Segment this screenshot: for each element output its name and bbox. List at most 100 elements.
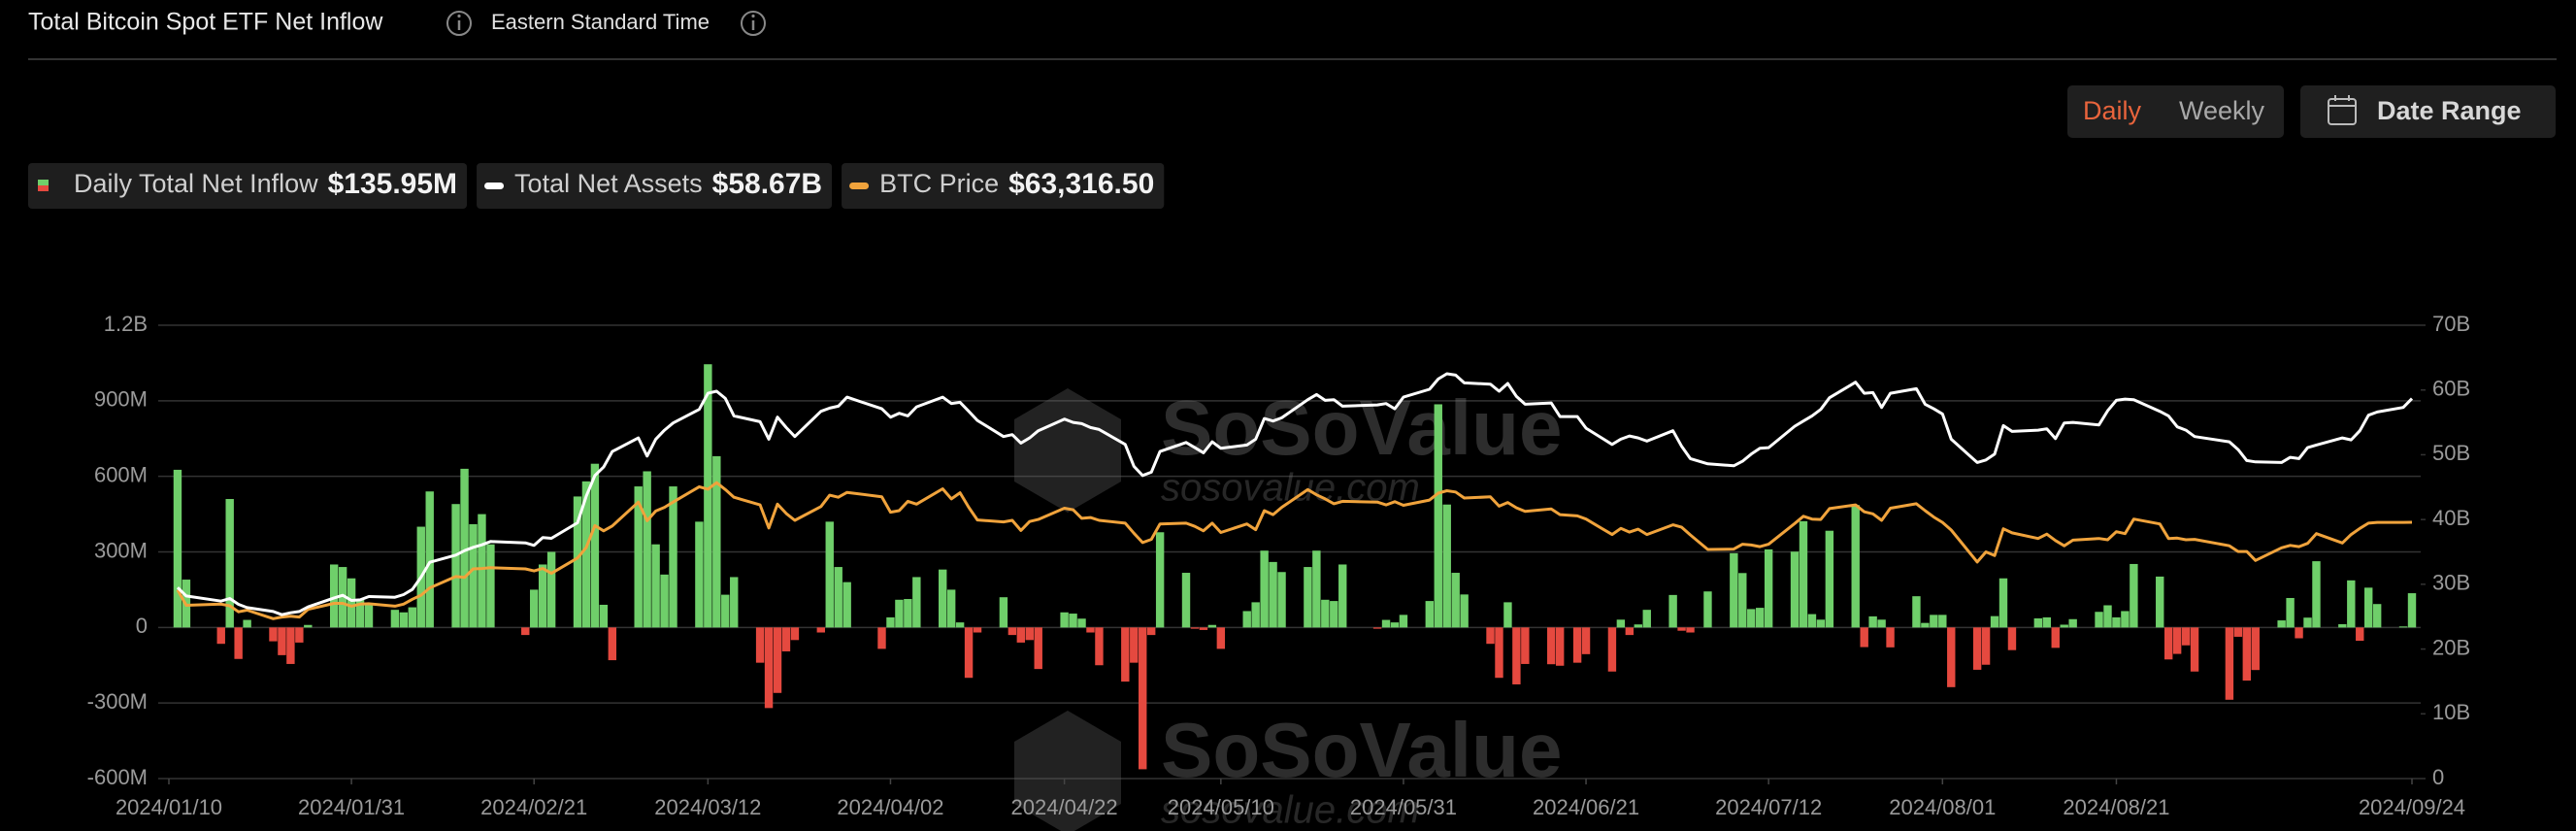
info-icon[interactable] (446, 11, 472, 36)
bar (1807, 614, 1817, 628)
x-tick-label: 2024/08/21 (2063, 795, 2169, 819)
bar (1738, 573, 1747, 628)
period-button[interactable]: Daily (2083, 96, 2142, 125)
bar (904, 599, 912, 628)
bar (216, 627, 225, 645)
bar (669, 486, 677, 628)
bar (755, 627, 765, 663)
bar (521, 627, 530, 636)
bar (1321, 599, 1330, 628)
watermark-bottom: SoSoValue sosovalue.com (1014, 707, 1562, 831)
bar (2033, 617, 2043, 628)
bar (712, 455, 721, 628)
bar (486, 544, 495, 628)
bar (1260, 550, 1269, 628)
bar (1121, 627, 1130, 682)
bar (1799, 520, 1808, 628)
bar (408, 607, 417, 628)
bar (2156, 576, 2164, 628)
watermark-brand: SoSoValue (1161, 384, 1562, 471)
bar (295, 627, 304, 643)
y2-tick-label: 50B (2432, 441, 2470, 465)
bar (1764, 548, 1773, 628)
bar (2163, 627, 2173, 660)
x-tick-label: 2024/04/02 (837, 795, 943, 819)
bar (2095, 612, 2103, 628)
bar (1730, 552, 1738, 628)
bar (460, 468, 469, 628)
x-tick-label: 2024/06/21 (1533, 795, 1639, 819)
bar (1998, 578, 2008, 628)
bar (2007, 627, 2017, 650)
bar (2356, 627, 2364, 642)
info-icon[interactable] (741, 11, 766, 36)
bar (1095, 627, 1104, 666)
bar (2060, 624, 2068, 628)
date-range-button[interactable]: Date Range (2300, 85, 2556, 138)
legend-swatch (38, 180, 49, 185)
bar (1155, 532, 1165, 628)
bar (1460, 594, 1469, 628)
bar (608, 627, 617, 661)
bar (338, 567, 347, 628)
period-button[interactable]: Weekly (2179, 96, 2265, 125)
bar (1251, 602, 1260, 628)
bar (1625, 627, 1635, 636)
bar (364, 604, 374, 628)
legend-name: BTC Price (879, 169, 999, 198)
bar (1304, 567, 1312, 628)
bar (1886, 627, 1895, 648)
bar (1921, 622, 1930, 628)
x-tick-label: 2024/02/21 (480, 795, 587, 819)
bar (2103, 605, 2112, 628)
y2-tick-label: 60B (2432, 377, 2470, 401)
bar (399, 612, 409, 628)
y-tick-label: 1.2B (104, 312, 148, 336)
legend-swatch (484, 183, 505, 189)
bar (1755, 608, 1765, 628)
legend-value: $63,316.50 (1008, 168, 1154, 200)
bar (939, 569, 947, 628)
bar (2277, 620, 2286, 628)
bar (2251, 627, 2260, 671)
bar (2364, 587, 2373, 628)
bar (721, 594, 730, 628)
bar (1990, 615, 1999, 628)
bar (1086, 627, 1095, 633)
bar (1790, 551, 1800, 628)
y2-tick-label: 40B (2432, 506, 2470, 530)
bar (278, 627, 286, 655)
bar (834, 567, 842, 628)
bar (955, 622, 965, 628)
y-tick-label: 900M (94, 387, 148, 412)
info-dot (751, 14, 755, 18)
bar (530, 589, 539, 628)
bar (1338, 564, 1347, 628)
bar (269, 627, 278, 642)
bar (2233, 627, 2243, 637)
bar (1190, 627, 1200, 629)
bar (2190, 627, 2199, 672)
bar (1016, 627, 1026, 643)
bar (2303, 617, 2312, 628)
bar (1634, 624, 1642, 628)
legend-swatch (38, 185, 49, 191)
bar (1199, 627, 1208, 630)
bar (234, 627, 243, 659)
line (176, 481, 2413, 620)
bar (634, 486, 643, 628)
legend-item: Total Net Assets $58.67B (477, 163, 833, 209)
bar (1434, 404, 1442, 628)
bar (1060, 612, 1069, 628)
bar (1947, 627, 1956, 687)
legend-chip (842, 163, 1165, 209)
bar (1425, 601, 1435, 628)
bar (1547, 627, 1556, 665)
bar (1216, 627, 1226, 649)
y2-tick-label: 70B (2432, 312, 2470, 336)
bar (1555, 627, 1565, 666)
bar (1868, 615, 1877, 628)
x-tick-label: 2024/07/12 (1715, 795, 1822, 819)
